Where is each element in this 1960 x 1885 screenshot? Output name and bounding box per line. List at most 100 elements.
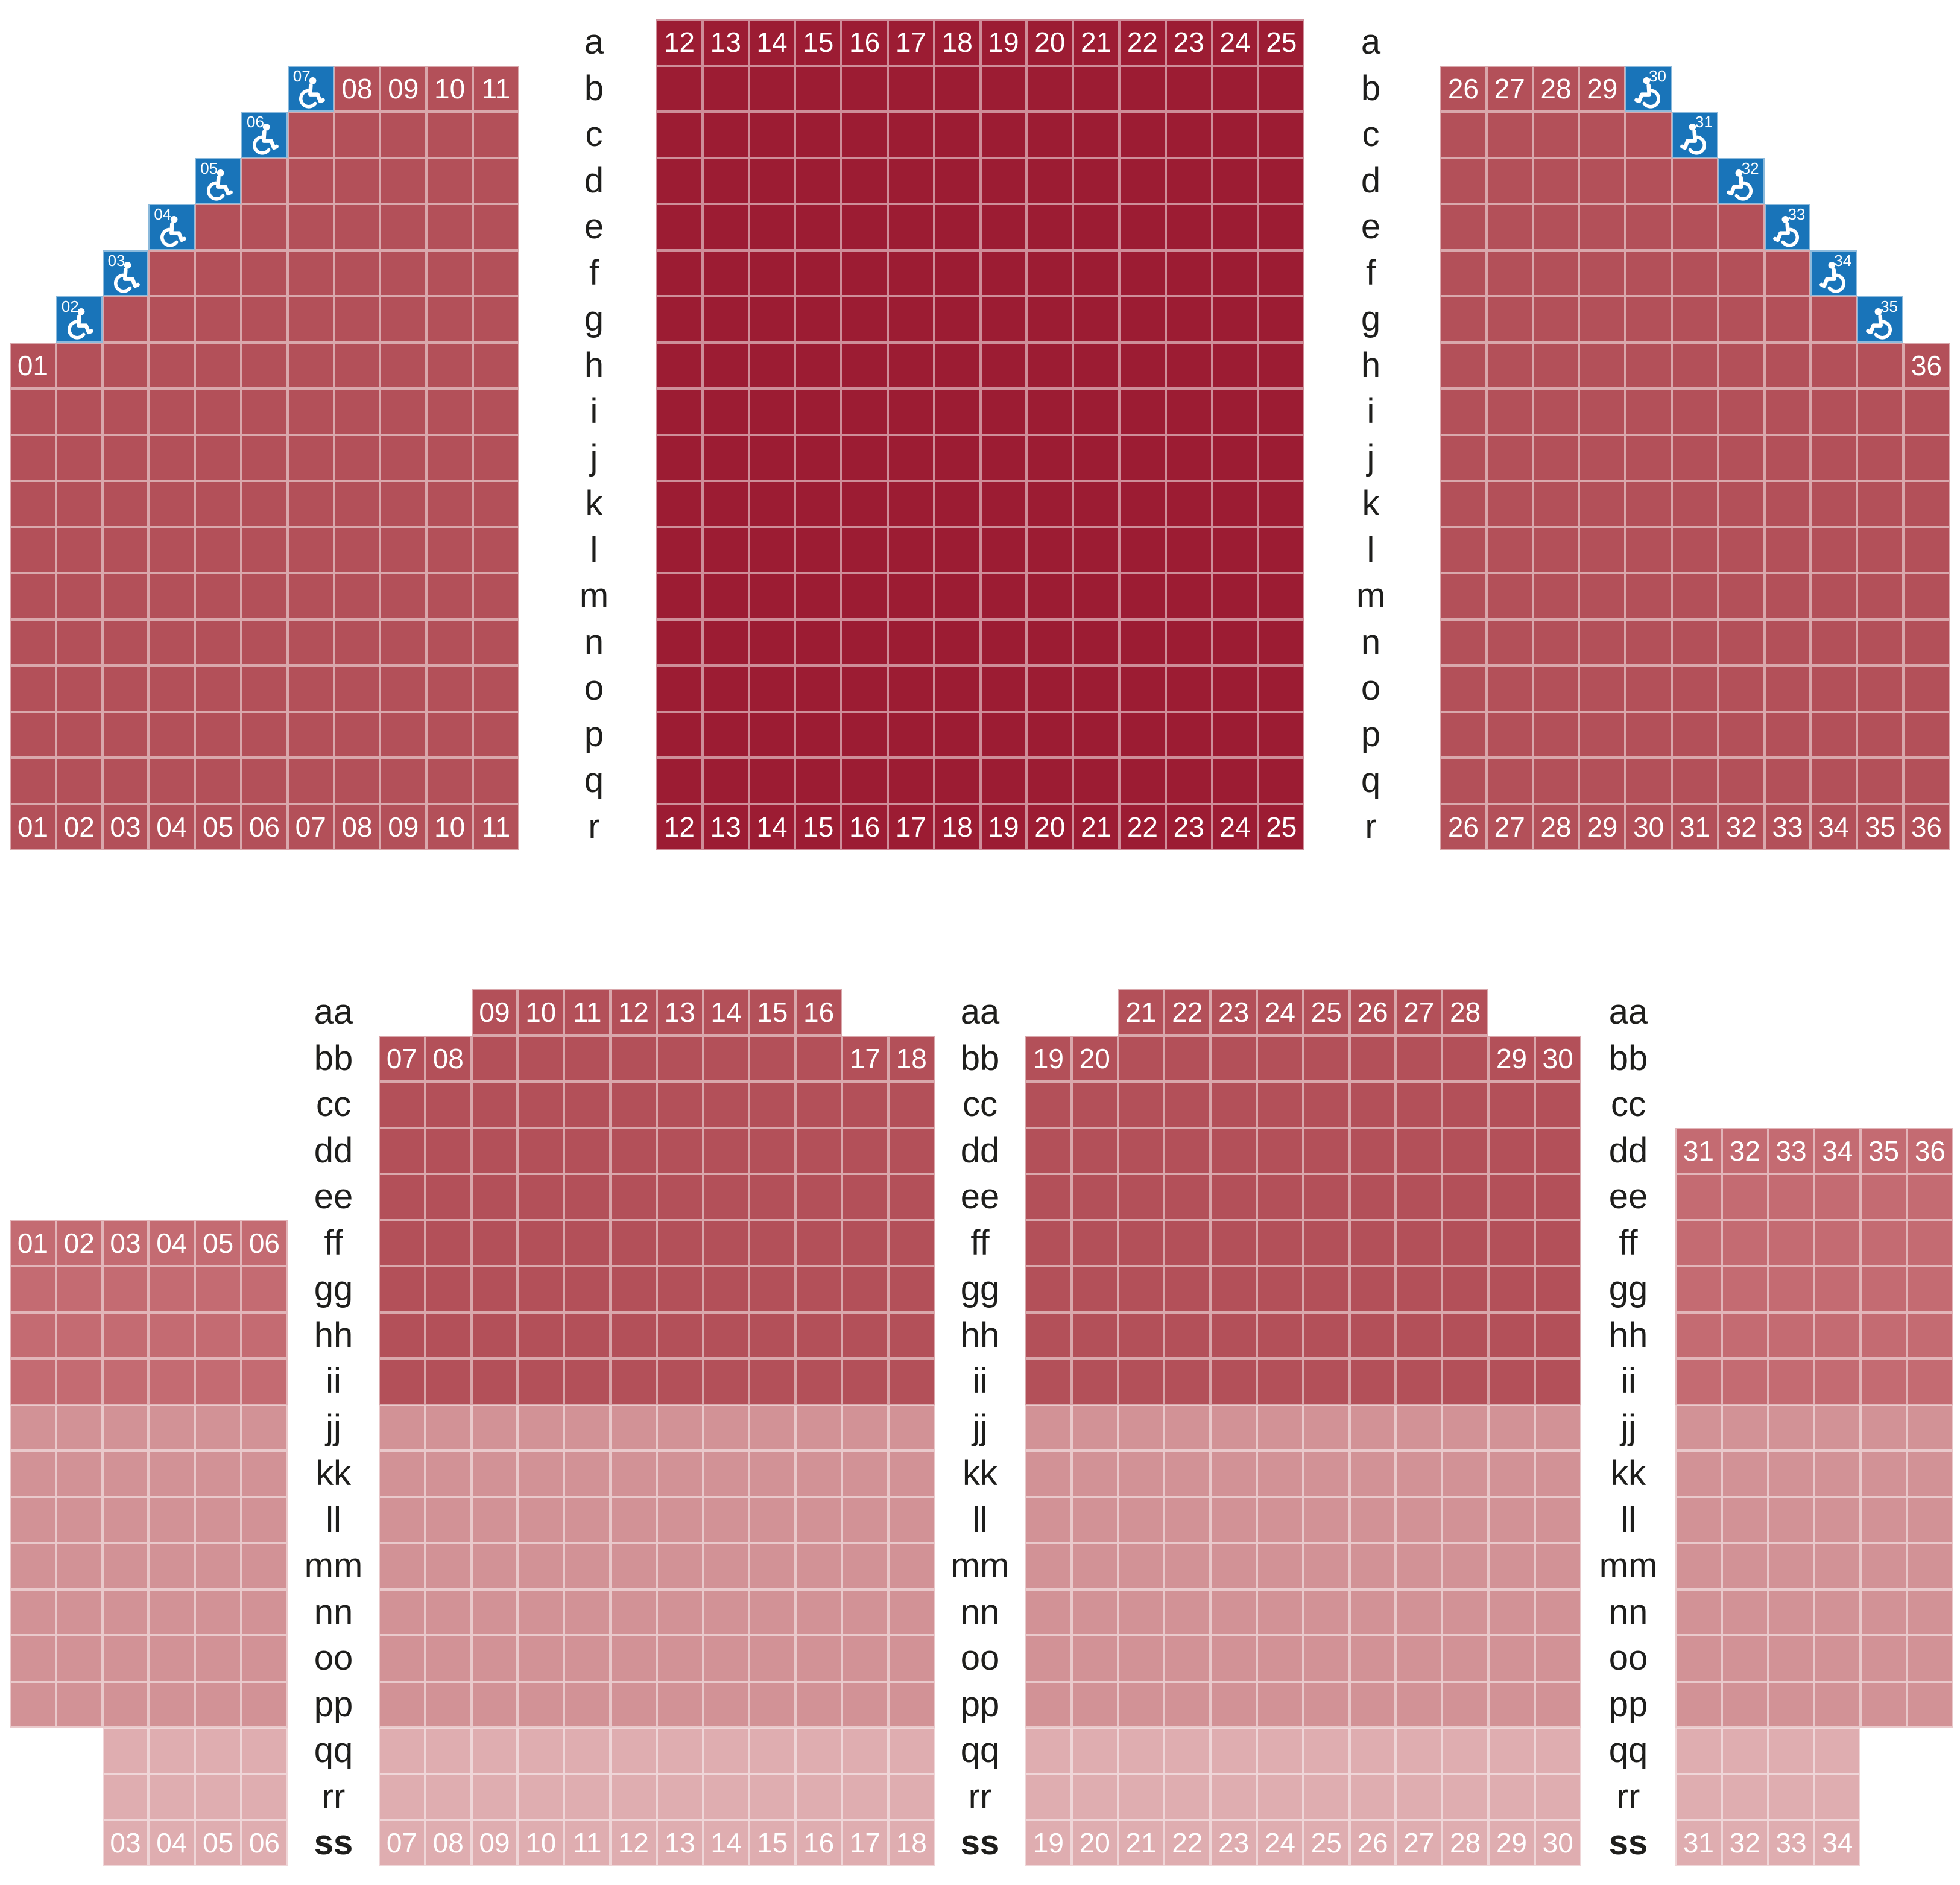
seat-qq-03[interactable] bbox=[102, 1728, 149, 1774]
seat-k-07[interactable] bbox=[287, 481, 334, 527]
seat-ll-22[interactable] bbox=[1164, 1497, 1211, 1543]
seat-oo-14[interactable] bbox=[703, 1635, 750, 1682]
seat-kk-25[interactable] bbox=[1303, 1451, 1350, 1497]
seat-aa-14[interactable]: 14 bbox=[703, 989, 750, 1036]
seat-q-33[interactable] bbox=[1764, 758, 1811, 804]
seat-o-04[interactable] bbox=[148, 665, 195, 712]
seat-m-23[interactable] bbox=[1165, 573, 1212, 619]
seat-gg-33[interactable] bbox=[1768, 1266, 1815, 1313]
seat-g-03[interactable] bbox=[102, 296, 149, 343]
seat-kk-10[interactable] bbox=[517, 1451, 564, 1497]
seat-m-34[interactable] bbox=[1810, 573, 1857, 619]
seat-f-25[interactable] bbox=[1258, 250, 1305, 296]
seat-ff-07[interactable] bbox=[379, 1220, 425, 1266]
seat-f-20[interactable] bbox=[1026, 250, 1073, 296]
seat-oo-11[interactable] bbox=[564, 1635, 610, 1682]
seat-ll-26[interactable] bbox=[1349, 1497, 1396, 1543]
seat-jj-36[interactable] bbox=[1907, 1404, 1953, 1451]
seat-p-23[interactable] bbox=[1165, 711, 1212, 758]
seat-o-07[interactable] bbox=[287, 665, 334, 712]
seat-bb-07[interactable]: 07 bbox=[379, 1035, 425, 1082]
seat-m-11[interactable] bbox=[473, 573, 519, 619]
seat-qq-23[interactable] bbox=[1210, 1728, 1257, 1774]
seat-d-07[interactable] bbox=[287, 157, 334, 204]
seat-mm-30[interactable] bbox=[1534, 1543, 1581, 1589]
seat-h-21[interactable] bbox=[1073, 342, 1119, 388]
seat-jj-13[interactable] bbox=[656, 1404, 703, 1451]
seat-rr-09[interactable] bbox=[471, 1773, 518, 1820]
seat-n-34[interactable] bbox=[1810, 619, 1857, 665]
seat-p-28[interactable] bbox=[1532, 711, 1579, 758]
seat-cc-27[interactable] bbox=[1396, 1082, 1443, 1128]
seat-kk-14[interactable] bbox=[703, 1451, 750, 1497]
seat-cc-18[interactable] bbox=[888, 1082, 935, 1128]
seat-gg-21[interactable] bbox=[1118, 1266, 1165, 1313]
seat-gg-19[interactable] bbox=[1025, 1266, 1072, 1313]
seat-dd-24[interactable] bbox=[1257, 1127, 1303, 1174]
seat-k-04[interactable] bbox=[148, 481, 195, 527]
seat-oo-26[interactable] bbox=[1349, 1635, 1396, 1682]
seat-j-33[interactable] bbox=[1764, 434, 1811, 481]
seat-p-35[interactable] bbox=[1857, 711, 1903, 758]
seat-i-26[interactable] bbox=[1440, 388, 1487, 435]
seat-ll-28[interactable] bbox=[1442, 1497, 1488, 1543]
seat-jj-21[interactable] bbox=[1118, 1404, 1165, 1451]
seat-j-15[interactable] bbox=[795, 434, 842, 481]
seat-gg-05[interactable] bbox=[195, 1266, 241, 1313]
seat-mm-23[interactable] bbox=[1210, 1543, 1257, 1589]
seat-a-12[interactable]: 12 bbox=[656, 19, 703, 66]
seat-c-17[interactable] bbox=[888, 112, 934, 158]
seat-k-18[interactable] bbox=[934, 481, 981, 527]
seat-hh-15[interactable] bbox=[749, 1312, 796, 1358]
seat-m-31[interactable] bbox=[1672, 573, 1718, 619]
seat-dd-25[interactable] bbox=[1303, 1127, 1350, 1174]
seat-j-18[interactable] bbox=[934, 434, 981, 481]
seat-dd-16[interactable] bbox=[795, 1127, 842, 1174]
seat-n-10[interactable] bbox=[426, 619, 473, 665]
seat-bb-25[interactable] bbox=[1303, 1035, 1350, 1082]
seat-r-36[interactable]: 36 bbox=[1903, 803, 1950, 850]
seat-mm-09[interactable] bbox=[471, 1543, 518, 1589]
seat-q-02[interactable] bbox=[55, 758, 103, 804]
seat-hh-14[interactable] bbox=[703, 1312, 750, 1358]
seat-aa-24[interactable]: 24 bbox=[1257, 989, 1303, 1036]
seat-h-09[interactable] bbox=[380, 342, 427, 388]
seat-o-06[interactable] bbox=[241, 665, 288, 712]
seat-l-01[interactable] bbox=[10, 527, 56, 573]
seat-i-22[interactable] bbox=[1119, 388, 1166, 435]
seat-ll-11[interactable] bbox=[564, 1497, 610, 1543]
seat-ff-01[interactable]: 01 bbox=[10, 1220, 56, 1266]
seat-gg-23[interactable] bbox=[1210, 1266, 1257, 1313]
seat-e-31[interactable] bbox=[1672, 204, 1718, 250]
seat-nn-01[interactable] bbox=[10, 1589, 56, 1635]
seat-q-18[interactable] bbox=[934, 758, 981, 804]
seat-gg-10[interactable] bbox=[517, 1266, 564, 1313]
seat-p-25[interactable] bbox=[1258, 711, 1305, 758]
wheelchair-seat-d-32[interactable]: 32 bbox=[1718, 157, 1765, 204]
seat-mm-19[interactable] bbox=[1025, 1543, 1072, 1589]
seat-cc-22[interactable] bbox=[1164, 1082, 1211, 1128]
seat-ii-04[interactable] bbox=[148, 1358, 195, 1405]
seat-gg-09[interactable] bbox=[471, 1266, 518, 1313]
seat-n-29[interactable] bbox=[1579, 619, 1626, 665]
seat-qq-32[interactable] bbox=[1721, 1728, 1768, 1774]
seat-nn-09[interactable] bbox=[471, 1589, 518, 1635]
seat-rr-08[interactable] bbox=[425, 1773, 472, 1820]
seat-kk-31[interactable] bbox=[1675, 1451, 1722, 1497]
seat-g-09[interactable] bbox=[380, 296, 427, 343]
seat-p-32[interactable] bbox=[1718, 711, 1765, 758]
seat-r-34[interactable]: 34 bbox=[1810, 803, 1857, 850]
seat-f-09[interactable] bbox=[380, 250, 427, 296]
seat-pp-10[interactable] bbox=[517, 1681, 564, 1728]
seat-n-07[interactable] bbox=[287, 619, 334, 665]
seat-oo-32[interactable] bbox=[1721, 1635, 1768, 1682]
seat-b-26[interactable]: 26 bbox=[1440, 65, 1487, 112]
seat-mm-33[interactable] bbox=[1768, 1543, 1815, 1589]
seat-i-30[interactable] bbox=[1625, 388, 1672, 435]
seat-g-05[interactable] bbox=[195, 296, 241, 343]
seat-jj-32[interactable] bbox=[1721, 1404, 1768, 1451]
seat-ss-13[interactable]: 13 bbox=[656, 1820, 703, 1866]
seat-dd-31[interactable]: 31 bbox=[1675, 1127, 1722, 1174]
seat-rr-20[interactable] bbox=[1071, 1773, 1118, 1820]
seat-i-32[interactable] bbox=[1718, 388, 1765, 435]
